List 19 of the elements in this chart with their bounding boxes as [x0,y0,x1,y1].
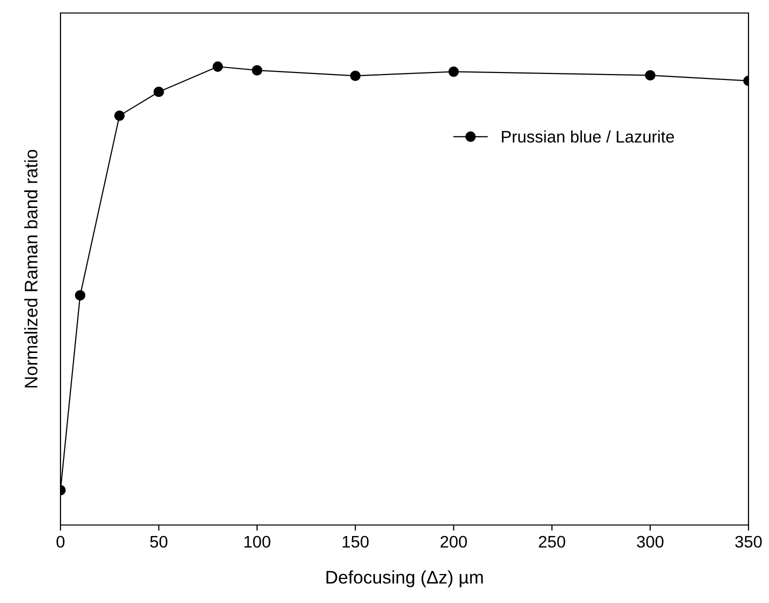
x-tick-label: 100 [244,536,270,548]
point [212,61,223,72]
x-tick-label: 200 [440,536,467,548]
x-tick-label: 250 [538,536,566,548]
point [448,66,459,77]
point [350,70,361,82]
point [252,65,262,76]
point [645,70,656,81]
x-axis-title: Defocusing (Δz) µm [326,570,483,588]
x-tick-label: 150 [342,536,369,548]
x-tick-label: 350 [735,536,762,548]
y-axis-title: Normalized Raman band ratio [24,150,38,388]
point [74,290,86,301]
x-tick-label: 0 [56,536,64,548]
x-tick-label: 300 [636,536,664,548]
legend-label: Prussian blue / Lazurite [502,130,674,143]
point [154,86,164,98]
x-tick-label: 50 [150,536,168,548]
point [114,110,125,121]
